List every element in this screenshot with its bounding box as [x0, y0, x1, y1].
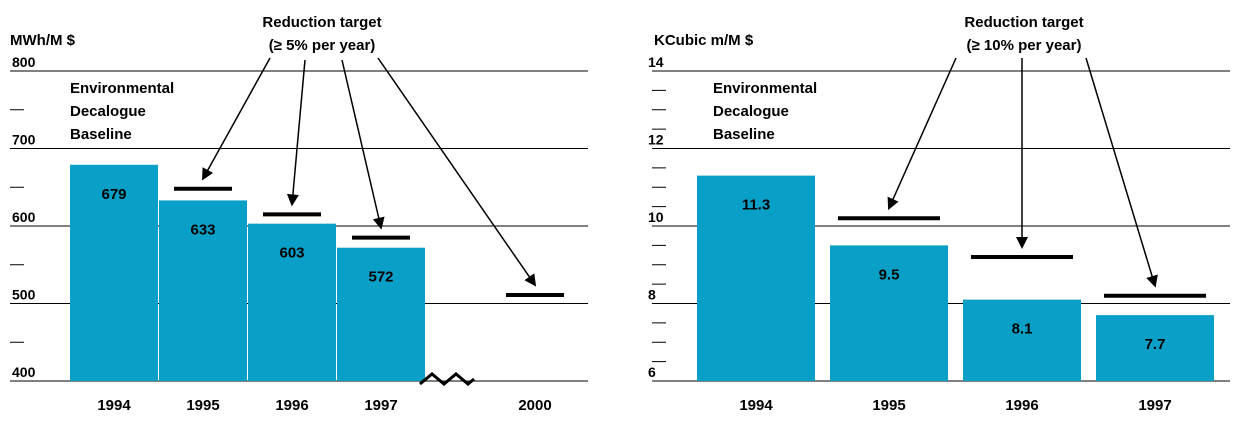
right-chart: KCubic m/M $ Reduction target (≥ 10% per…	[648, 14, 1230, 414]
left-annotation-line2: (≥ 5% per year)	[269, 37, 376, 54]
right-baseline-label-line2: Decalogue	[713, 103, 789, 120]
right-target-arrow	[1085, 57, 1158, 288]
left-annotation-line1: Reduction target	[262, 14, 381, 31]
left-y-tick-label: 500	[12, 287, 36, 303]
left-value-label: 679	[101, 186, 126, 203]
left-y-tick-label: 700	[12, 132, 36, 148]
left-category-label: 1995	[186, 397, 219, 414]
left-chart: MWh/M $ Reduction target (≥ 5% per year)…	[10, 14, 588, 414]
right-category-label: 1997	[1138, 397, 1171, 414]
left-baseline-label-line2: Decalogue	[70, 103, 146, 120]
right-y-tick-label: 14	[648, 54, 664, 70]
right-target-arrow	[887, 57, 957, 211]
right-bar	[830, 245, 948, 381]
right-value-label: 11.3	[742, 197, 770, 214]
right-y-tick-label: 10	[648, 209, 664, 225]
left-bar	[337, 247, 425, 381]
left-baseline-label-line3: Baseline	[70, 126, 132, 143]
left-target-arrow	[341, 59, 385, 230]
left-axis-break-mark	[419, 372, 475, 386]
left-category-label: 1996	[275, 397, 308, 414]
left-target-arrow	[202, 57, 271, 181]
right-y-tick-label: 12	[648, 132, 664, 148]
right-baseline-label-line3: Baseline	[713, 126, 775, 143]
right-y-axis-label: KCubic m/M $	[654, 32, 754, 49]
right-y-tick-label: 6	[648, 364, 656, 380]
left-y-tick-label: 600	[12, 209, 36, 225]
left-category-label: 1997	[364, 397, 397, 414]
right-category-label: 1996	[1005, 397, 1038, 414]
right-y-tick-label: 8	[648, 287, 656, 303]
left-target-arrow	[377, 57, 537, 287]
right-value-label: 7.7	[1145, 336, 1166, 353]
right-bar	[1096, 315, 1214, 381]
right-annotation-line1: Reduction target	[964, 14, 1083, 31]
left-y-tick-label: 400	[12, 364, 36, 380]
left-value-label: 572	[368, 269, 393, 286]
left-value-label: 603	[279, 245, 304, 262]
left-y-axis-label: MWh/M $	[10, 32, 76, 49]
right-bar	[697, 175, 815, 381]
left-y-tick-label: 800	[12, 54, 36, 70]
left-target-arrow	[286, 59, 306, 207]
left-bar	[70, 164, 158, 381]
right-bar	[963, 299, 1081, 381]
left-bar	[159, 200, 247, 381]
right-value-label: 8.1	[1012, 321, 1033, 338]
right-category-label: 1995	[872, 397, 905, 414]
left-value-label: 633	[190, 221, 215, 238]
left-category-label: 1994	[97, 397, 131, 414]
right-value-label: 9.5	[879, 266, 900, 283]
right-baseline-label-line1: Environmental	[713, 80, 817, 97]
right-annotation-line2: (≥ 10% per year)	[967, 37, 1082, 54]
right-category-label: 1994	[739, 397, 773, 414]
left-baseline-label-line1: Environmental	[70, 80, 174, 97]
left-bar	[248, 223, 336, 381]
left-category-label: 2000	[518, 397, 551, 414]
